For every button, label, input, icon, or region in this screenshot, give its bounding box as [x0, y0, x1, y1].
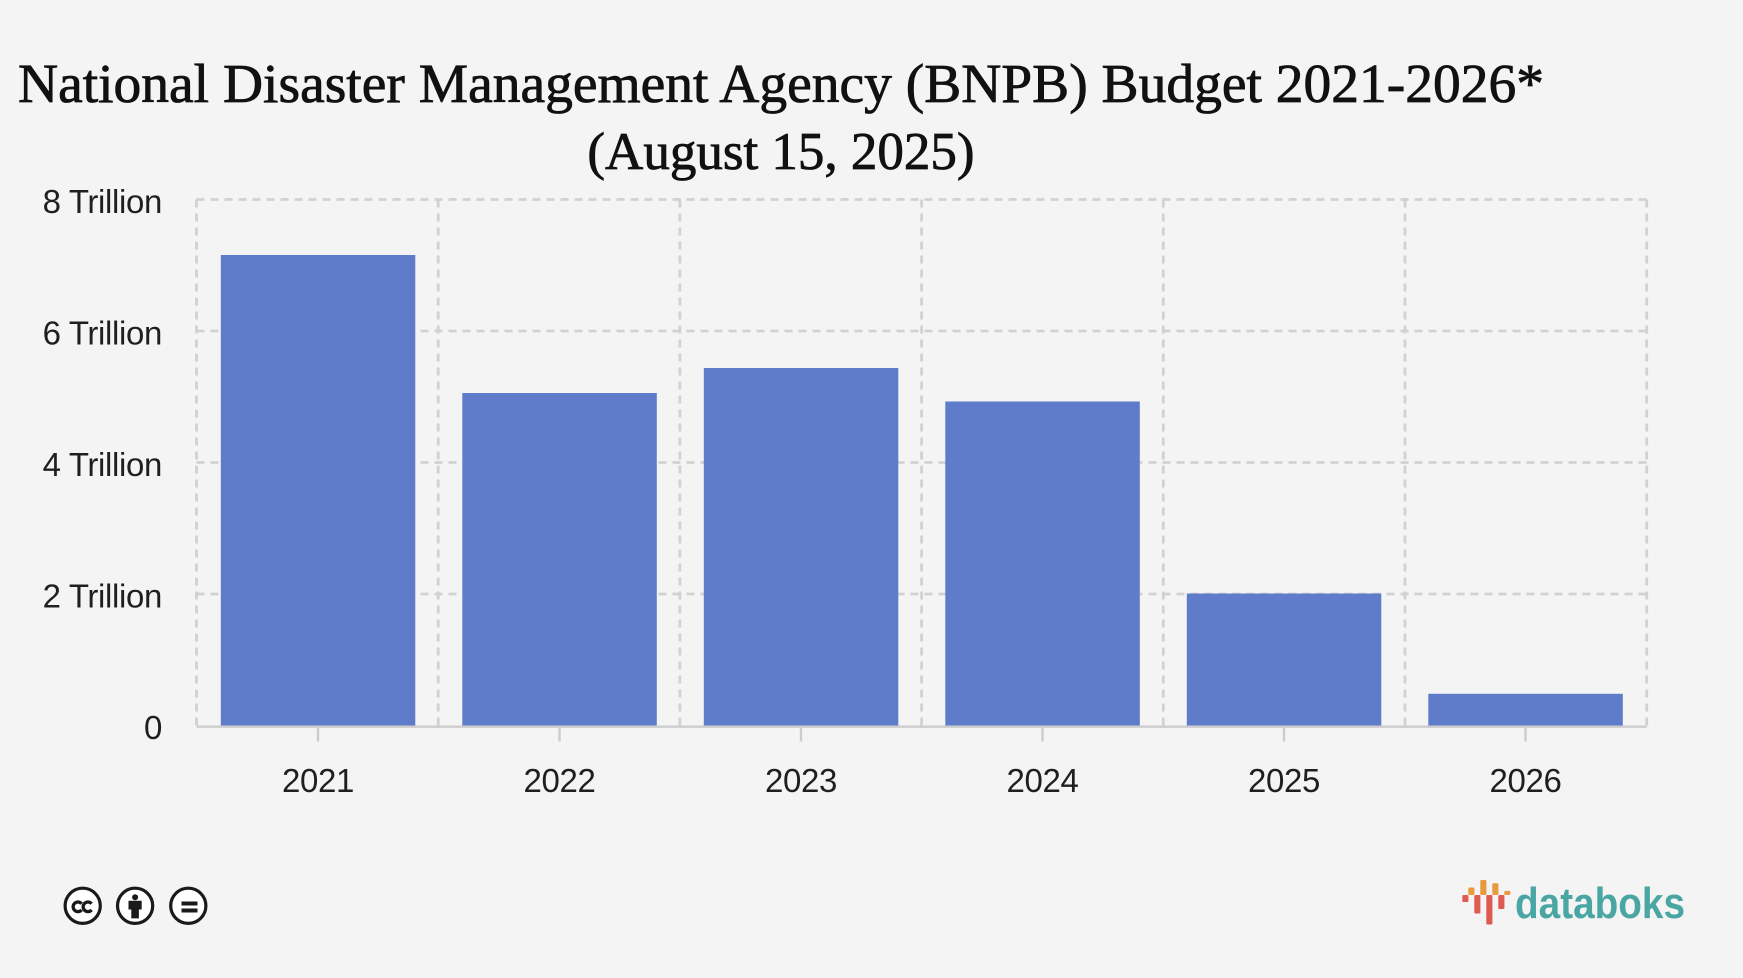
svg-text:2023: 2023	[765, 762, 837, 799]
svg-text:2026: 2026	[1489, 762, 1561, 799]
svg-text:0: 0	[144, 709, 162, 746]
svg-text:2 Trillion: 2 Trillion	[43, 578, 162, 615]
svg-text:2025: 2025	[1248, 762, 1320, 799]
svg-text:2024: 2024	[1006, 762, 1078, 799]
svg-text:2021: 2021	[282, 762, 354, 799]
svg-text:8 Trillion: 8 Trillion	[43, 183, 162, 220]
svg-text:databoks: databoks	[1515, 879, 1685, 928]
svg-text:6 Trillion: 6 Trillion	[43, 315, 162, 352]
svg-text:4 Trillion: 4 Trillion	[43, 446, 162, 483]
svg-text:2022: 2022	[523, 762, 595, 799]
